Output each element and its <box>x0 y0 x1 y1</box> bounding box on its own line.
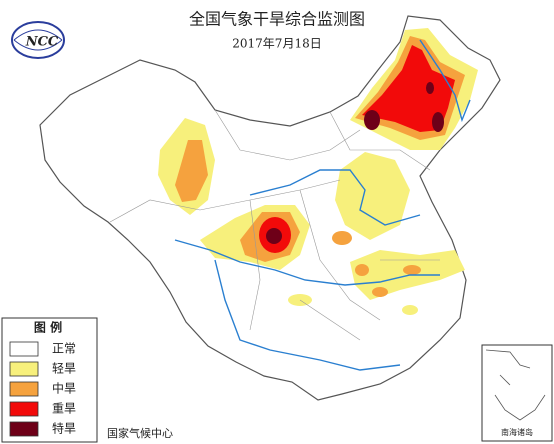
drought-area <box>432 112 444 132</box>
legend-label: 重旱 <box>52 402 76 416</box>
river <box>214 259 401 371</box>
logo: NCC <box>11 21 65 59</box>
footer: 国家气候中心 <box>107 426 173 440</box>
legend-swatch <box>9 341 39 357</box>
drought-area <box>332 231 352 245</box>
legend-swatch <box>9 421 39 437</box>
map-date: 2017年7月18日 <box>232 37 321 51</box>
drought-area <box>403 265 421 275</box>
inset-label: 南海诸岛 <box>501 427 533 437</box>
river <box>419 39 471 123</box>
drought-area <box>364 110 380 130</box>
drought-area <box>372 287 388 297</box>
legend-swatch <box>9 361 39 377</box>
logo-text: NCC <box>25 35 59 50</box>
legend-swatch <box>9 381 39 397</box>
drought-area <box>355 264 369 276</box>
drought-area <box>175 140 208 202</box>
legend-title: 图 例 <box>34 320 62 335</box>
legend-label: 正常 <box>52 342 76 356</box>
inset: 南海诸岛 <box>481 344 553 442</box>
drought-area <box>362 45 455 132</box>
drought-area <box>402 305 418 315</box>
legend-label: 中旱 <box>52 381 76 396</box>
drought-area <box>426 82 434 94</box>
legend-label: 轻旱 <box>52 362 76 376</box>
legend-label: 特旱 <box>52 421 76 436</box>
inset-box <box>481 344 553 442</box>
legend-box <box>1 317 98 443</box>
inset-coast <box>485 349 546 421</box>
river <box>174 239 440 286</box>
drought-area <box>266 228 282 244</box>
legend-swatch <box>9 401 39 417</box>
map-title: 全国气象干旱综合监测图 <box>189 10 365 29</box>
river <box>249 169 421 226</box>
province-border <box>109 109 440 341</box>
